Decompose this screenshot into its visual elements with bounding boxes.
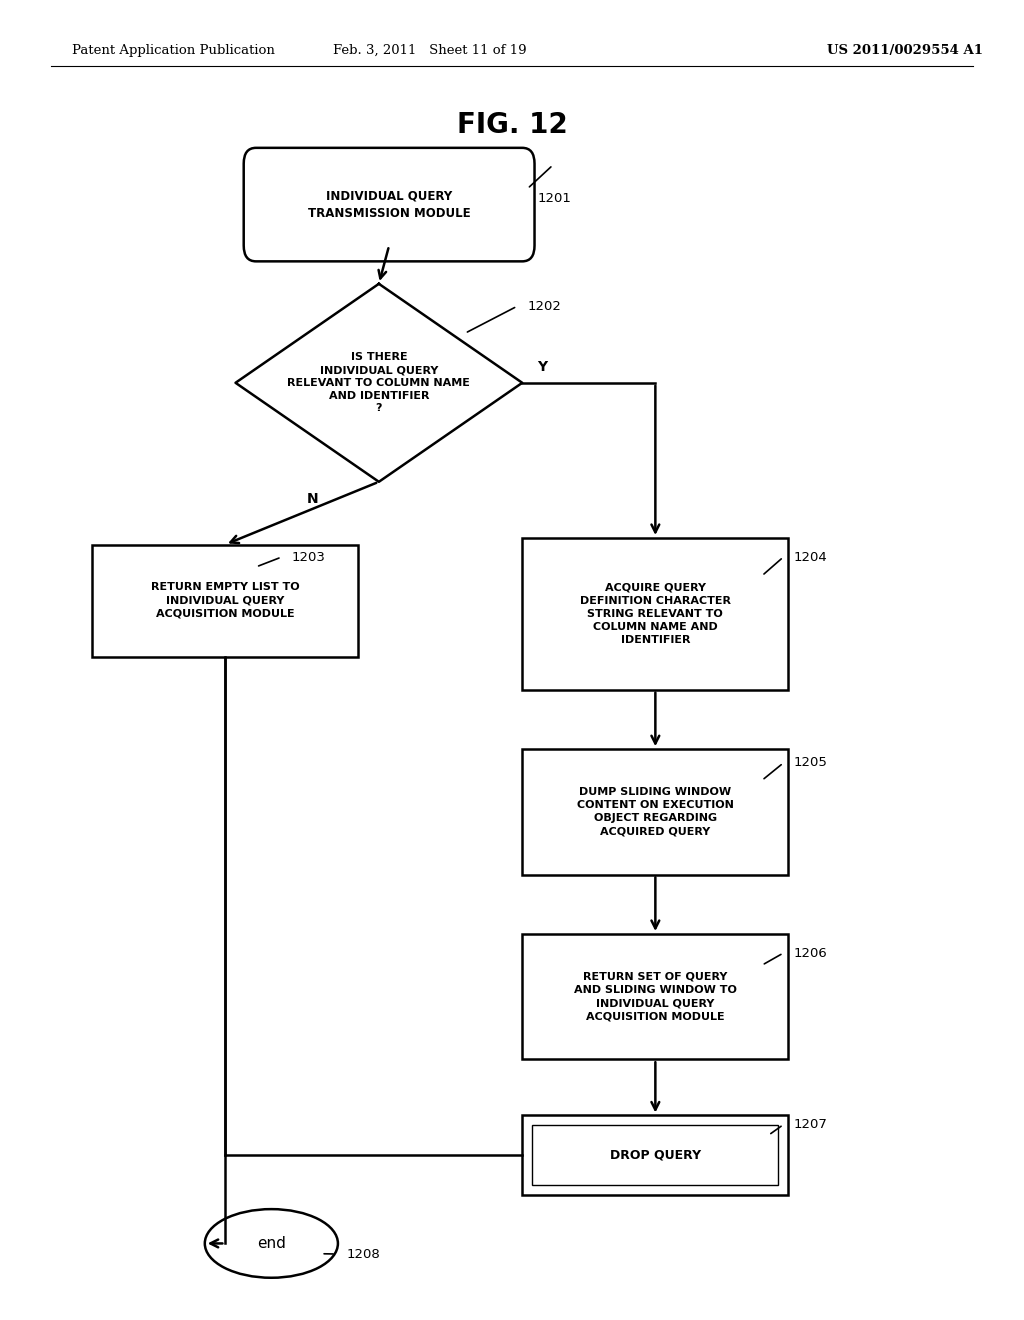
Text: RETURN EMPTY LIST TO
INDIVIDUAL QUERY
ACQUISITION MODULE: RETURN EMPTY LIST TO INDIVIDUAL QUERY AC… — [151, 582, 300, 619]
Text: N: N — [306, 492, 318, 507]
Bar — [522, 935, 788, 1059]
Text: US 2011/0029554 A1: US 2011/0029554 A1 — [827, 44, 983, 57]
Text: IS THERE
INDIVIDUAL QUERY
RELEVANT TO COLUMN NAME
AND IDENTIFIER
?: IS THERE INDIVIDUAL QUERY RELEVANT TO CO… — [288, 352, 470, 413]
Text: 1208: 1208 — [346, 1247, 380, 1261]
Text: 1204: 1204 — [794, 550, 827, 564]
Text: 1202: 1202 — [527, 300, 561, 313]
Text: INDIVIDUAL QUERY
TRANSMISSION MODULE: INDIVIDUAL QUERY TRANSMISSION MODULE — [308, 190, 470, 219]
Text: 1203: 1203 — [292, 550, 326, 564]
Text: Patent Application Publication: Patent Application Publication — [72, 44, 274, 57]
Bar — [522, 750, 788, 874]
Text: 1207: 1207 — [794, 1118, 827, 1131]
Text: end: end — [257, 1236, 286, 1251]
Text: 1206: 1206 — [794, 946, 827, 960]
Text: Y: Y — [538, 360, 548, 374]
Polygon shape — [236, 284, 522, 482]
Ellipse shape — [205, 1209, 338, 1278]
Text: DUMP SLIDING WINDOW
CONTENT ON EXECUTION
OBJECT REGARDING
ACQUIRED QUERY: DUMP SLIDING WINDOW CONTENT ON EXECUTION… — [577, 787, 734, 837]
Text: ACQUIRE QUERY
DEFINITION CHARACTER
STRING RELEVANT TO
COLUMN NAME AND
IDENTIFIER: ACQUIRE QUERY DEFINITION CHARACTER STRIN… — [580, 582, 731, 645]
Bar — [522, 539, 788, 689]
Bar — [92, 544, 358, 656]
Bar — [522, 1115, 788, 1195]
Text: 1205: 1205 — [794, 756, 827, 770]
FancyBboxPatch shape — [244, 148, 535, 261]
Text: FIG. 12: FIG. 12 — [457, 111, 567, 140]
Bar — [532, 1125, 778, 1185]
Text: RETURN SET OF QUERY
AND SLIDING WINDOW TO
INDIVIDUAL QUERY
ACQUISITION MODULE: RETURN SET OF QUERY AND SLIDING WINDOW T… — [573, 972, 737, 1022]
Text: 1201: 1201 — [538, 191, 571, 205]
Text: DROP QUERY: DROP QUERY — [610, 1148, 700, 1162]
Text: Feb. 3, 2011   Sheet 11 of 19: Feb. 3, 2011 Sheet 11 of 19 — [333, 44, 527, 57]
